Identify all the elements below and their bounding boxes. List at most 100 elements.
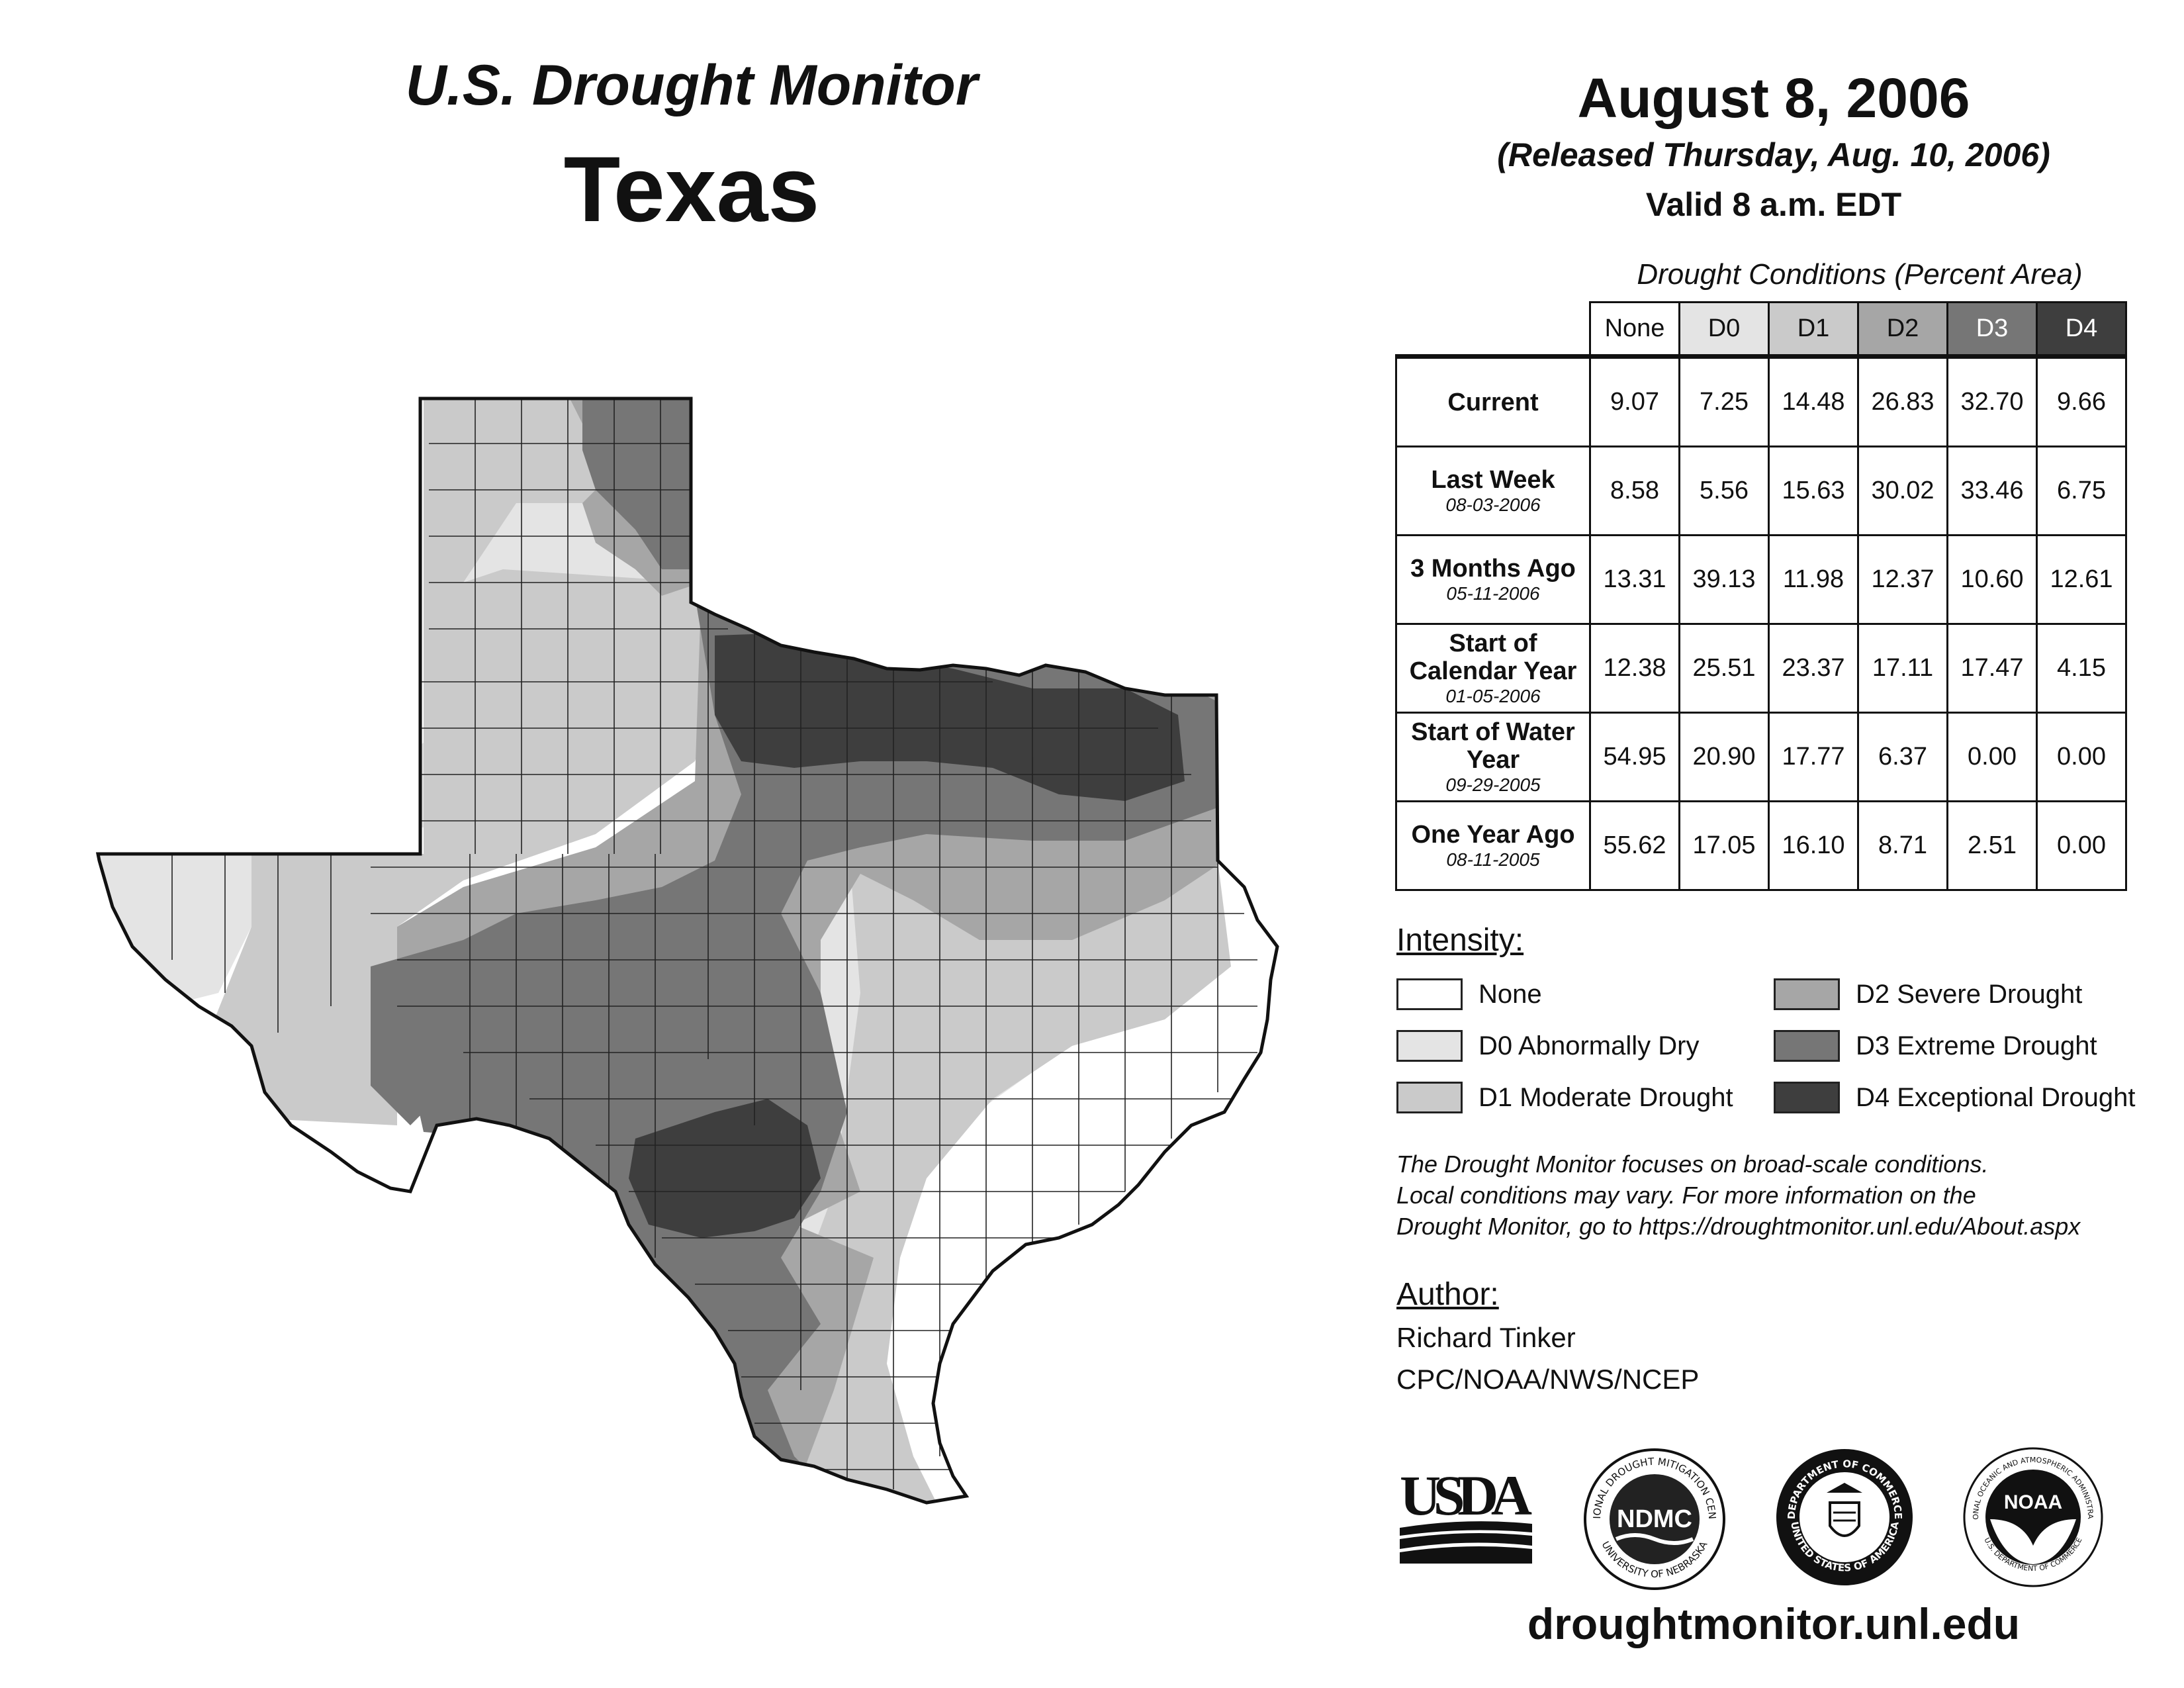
valid-time: Valid 8 a.m. EDT [1645, 186, 1902, 223]
table-row-one-year-ago: One Year Ago 08-11-2005 55.62 17.05 16.10… [1395, 800, 2127, 891]
legend-item-d3: D3 Extreme Drought [1774, 1026, 2097, 1066]
table-cell: 14.48 [1768, 354, 1859, 447]
row-label-text: Current [1447, 388, 1539, 416]
ndmc-logo-icon: NATIONAL DROUGHT MITIGATION CENTER UNIVE… [1582, 1446, 1725, 1590]
noaa-logo-icon: NATIONAL OCEANIC AND ATMOSPHERIC ADMINIS… [1962, 1446, 2103, 1587]
table-cell: 55.62 [1589, 800, 1680, 891]
col-header-d0: D0 [1678, 301, 1770, 357]
drought-shading [98, 399, 1231, 1503]
row-label: Current [1395, 354, 1591, 447]
legend-swatch [1396, 1082, 1463, 1113]
row-sublabel: 05-11-2006 [1446, 583, 1540, 604]
table-row-3-months-ago: 3 Months Ago 05-11-2006 13.31 39.13 11.98… [1395, 534, 2127, 625]
table-cell: 20.90 [1678, 712, 1770, 802]
legend-label: D2 Severe Drought [1856, 979, 2083, 1009]
note-line: The Drought Monitor focuses on broad-sca… [1396, 1150, 1989, 1178]
ndmc-logo-text: NDMC [1617, 1505, 1692, 1533]
row-sublabel: 08-03-2006 [1445, 494, 1541, 515]
legend-label: D4 Exceptional Drought [1856, 1082, 2136, 1112]
row-label-text: 3 Months Ago [1410, 554, 1576, 583]
commerce-seal-icon: DEPARTMENT OF COMMERCE UNITED STATES OF … [1776, 1449, 1913, 1585]
row-sublabel: 08-11-2005 [1446, 849, 1540, 870]
usda-logo-icon: USDA [1400, 1464, 1532, 1564]
table-cell: 12.37 [1857, 534, 1948, 625]
legend-item-d4: D4 Exceptional Drought [1774, 1078, 2135, 1117]
noaa-logo-text: NOAA [2004, 1491, 2062, 1513]
table-cell: 32.70 [1946, 354, 2038, 447]
table-cell: 13.31 [1589, 534, 1680, 625]
table-cell: 12.38 [1589, 623, 1680, 714]
table-corner [1396, 302, 1591, 357]
table-cell: 2.51 [1946, 800, 2038, 891]
map-title: U.S. Drought Monitor [405, 54, 978, 117]
col-header-d3: D3 [1946, 301, 2038, 357]
row-label: Start of Water Year 09-29-2005 [1395, 712, 1591, 802]
table-cell: 39.13 [1678, 534, 1770, 625]
legend-label: D0 Abnormally Dry [1479, 1031, 1700, 1060]
col-header-d2: D2 [1857, 301, 1948, 357]
row-label-text: Last Week [1431, 465, 1555, 494]
row-label: Start of Calendar Year 01-05-2006 [1395, 623, 1591, 714]
d1-area [212, 399, 1231, 1503]
disclaimer-note: The Drought Monitor focuses on broad-sca… [1396, 1149, 2158, 1242]
legend-item-d2: D2 Severe Drought [1774, 974, 2082, 1014]
table-cell: 30.02 [1857, 445, 1948, 536]
table-header-row: None D0 D1 D2 D3 D4 [1396, 301, 2127, 357]
col-header-d1: D1 [1768, 301, 1859, 357]
table-caption: Drought Conditions (Percent Area) [1637, 258, 2083, 291]
row-label-text: Start of Water Year [1411, 718, 1575, 774]
legend-swatch [1396, 978, 1463, 1010]
row-sublabel: 09-29-2005 [1445, 774, 1541, 795]
row-label-text: One Year Ago [1411, 820, 1575, 849]
legend-title: Intensity: [1396, 923, 1524, 958]
row-label: Last Week 08-03-2006 [1395, 445, 1591, 536]
legend-item-none: None [1396, 974, 1542, 1014]
legend-item-d1: D1 Moderate Drought [1396, 1078, 1733, 1117]
website-url[interactable]: droughtmonitor.unl.edu [1527, 1599, 2021, 1648]
table-cell: 7.25 [1678, 354, 1770, 447]
table-cell: 8.71 [1857, 800, 1948, 891]
release-date: (Released Thursday, Aug. 10, 2006) [1497, 136, 2050, 173]
legend-swatch [1774, 1082, 1840, 1113]
legend-label: None [1479, 979, 1542, 1009]
legend-item-d0: D0 Abnormally Dry [1396, 1026, 1699, 1066]
legend-swatch [1774, 978, 1840, 1010]
table-row-start-calendar-year: Start of Calendar Year 01-05-2006 12.38 2… [1395, 623, 2127, 714]
author-name: Richard Tinker [1396, 1322, 1576, 1353]
table-cell: 17.11 [1857, 623, 1948, 714]
legend-label: D3 Extreme Drought [1856, 1031, 2097, 1060]
note-line: Drought Monitor, go to https://droughtmo… [1396, 1213, 2081, 1240]
table-cell: 54.95 [1589, 712, 1680, 802]
d4-area [629, 632, 1185, 1238]
table-cell: 17.77 [1768, 712, 1859, 802]
state-name: Texas [563, 137, 820, 241]
row-label: 3 Months Ago 05-11-2006 [1395, 534, 1591, 625]
author-title: Author: [1396, 1277, 1499, 1312]
table-cell: 10.60 [1946, 534, 2038, 625]
table-cell: 25.51 [1678, 623, 1770, 714]
table-cell: 0.00 [2036, 712, 2127, 802]
texas-drought-map [0, 0, 1390, 1589]
table-cell: 9.66 [2036, 354, 2127, 447]
note-line: Local conditions may vary. For more info… [1396, 1182, 1976, 1209]
table-cell: 0.00 [1946, 712, 2038, 802]
col-header-none: None [1589, 301, 1680, 357]
table-row-start-water-year: Start of Water Year 09-29-2005 54.95 20.9… [1395, 712, 2127, 802]
usda-logo-text: USDA [1400, 1464, 1532, 1527]
table-row-current: Current 9.07 7.25 14.48 26.83 32.70 9.66 [1395, 354, 2127, 447]
table-cell: 11.98 [1768, 534, 1859, 625]
table-row-last-week: Last Week 08-03-2006 8.58 5.56 15.63 30.0… [1395, 445, 2127, 536]
table-cell: 5.56 [1678, 445, 1770, 536]
table-cell: 0.00 [2036, 800, 2127, 891]
row-sublabel: 01-05-2006 [1445, 685, 1541, 706]
table-cell: 9.07 [1589, 354, 1680, 447]
table-cell: 15.63 [1768, 445, 1859, 536]
legend-swatch [1396, 1030, 1463, 1062]
map-date: August 8, 2006 [1577, 67, 1970, 129]
table-cell: 6.37 [1857, 712, 1948, 802]
county-lines [171, 399, 1257, 1489]
table-cell: 23.37 [1768, 623, 1859, 714]
table-cell: 17.47 [1946, 623, 2038, 714]
table-cell: 6.75 [2036, 445, 2127, 536]
legend-swatch [1774, 1030, 1840, 1062]
